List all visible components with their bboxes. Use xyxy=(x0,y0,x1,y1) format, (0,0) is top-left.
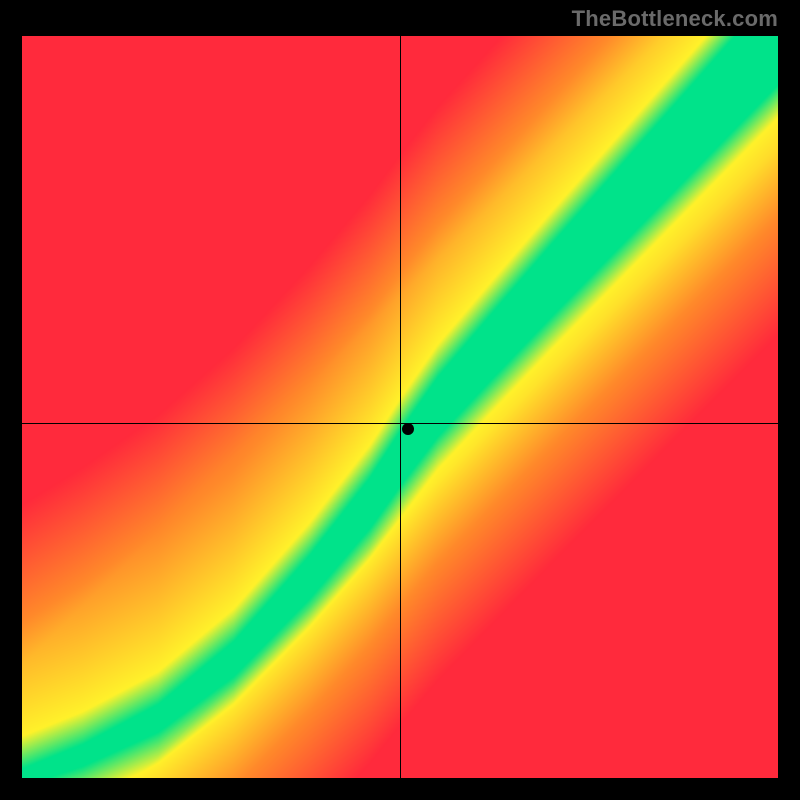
plot-area xyxy=(22,36,778,778)
watermark-text: TheBottleneck.com xyxy=(572,6,778,32)
crosshair-vertical xyxy=(400,36,401,778)
marker-point xyxy=(402,423,414,435)
frame-left xyxy=(0,0,22,800)
chart-container: TheBottleneck.com xyxy=(0,0,800,800)
frame-bottom xyxy=(0,778,800,800)
frame-right xyxy=(778,0,800,800)
